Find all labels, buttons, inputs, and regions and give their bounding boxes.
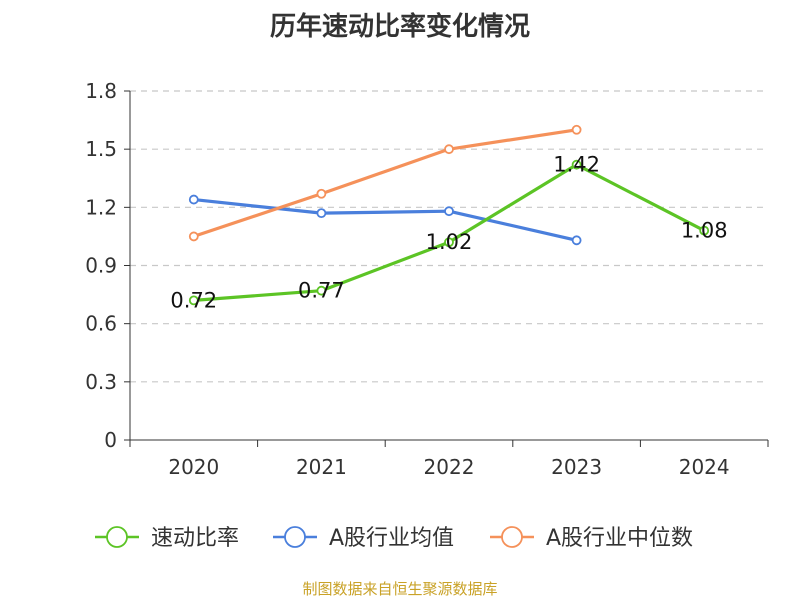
data-point xyxy=(444,144,454,155)
data-point xyxy=(316,285,327,296)
data-point xyxy=(444,206,454,217)
series-line xyxy=(192,197,579,242)
y-tick-label: 0.3 xyxy=(85,370,117,394)
data-labels: 0.72 0.77 1.02 1.42 1.08 xyxy=(170,153,727,313)
legend-label: A股行业中位数 xyxy=(546,526,693,551)
data-point xyxy=(571,235,582,246)
y-tick-label: 1.8 xyxy=(85,79,117,103)
y-tick-label: 0.9 xyxy=(85,254,117,278)
data-point xyxy=(188,194,199,205)
legend-marker xyxy=(501,526,523,548)
series-layer xyxy=(188,124,710,306)
y-tick-label: 1.5 xyxy=(85,137,117,161)
y-tick-label: 0 xyxy=(104,428,117,452)
legend: 速动比率 A股行业均值 A股行业中位数 xyxy=(95,526,693,551)
data-point xyxy=(571,159,582,170)
x-tick-label: 2021 xyxy=(296,455,347,479)
x-tick-label: 2023 xyxy=(551,455,602,479)
data-point xyxy=(316,188,327,199)
series-line xyxy=(192,128,579,239)
data-point xyxy=(188,295,199,306)
x-tick-label: 2020 xyxy=(168,455,219,479)
data-point xyxy=(444,237,454,248)
data-label: 1.42 xyxy=(553,153,600,177)
legend-label: 速动比率 xyxy=(151,526,239,551)
data-label: 1.08 xyxy=(681,219,728,243)
data-point xyxy=(188,231,199,242)
data-label: 0.77 xyxy=(298,279,345,303)
chart-title: 历年速动比率变化情况 xyxy=(269,12,530,42)
data-label: 1.02 xyxy=(426,230,473,254)
data-point xyxy=(571,124,582,135)
data-label: 0.72 xyxy=(170,288,217,312)
source-note: 制图数据来自恒生聚源数据库 xyxy=(302,580,498,598)
legend-label: A股行业均值 xyxy=(329,526,454,551)
x-tick-label: 2022 xyxy=(424,455,475,479)
data-point xyxy=(699,225,710,236)
axes: 0 0.3 0.6 0.9 1.2 1.5 1.8 2020 2021 2022 2023 2024 xyxy=(85,79,769,479)
x-tick-label: 2024 xyxy=(679,455,730,479)
data-point xyxy=(316,208,327,219)
y-tick-label: 0.6 xyxy=(85,312,117,336)
legend-marker xyxy=(106,526,128,548)
y-tick-label: 1.2 xyxy=(85,195,117,219)
legend-marker xyxy=(284,526,306,548)
